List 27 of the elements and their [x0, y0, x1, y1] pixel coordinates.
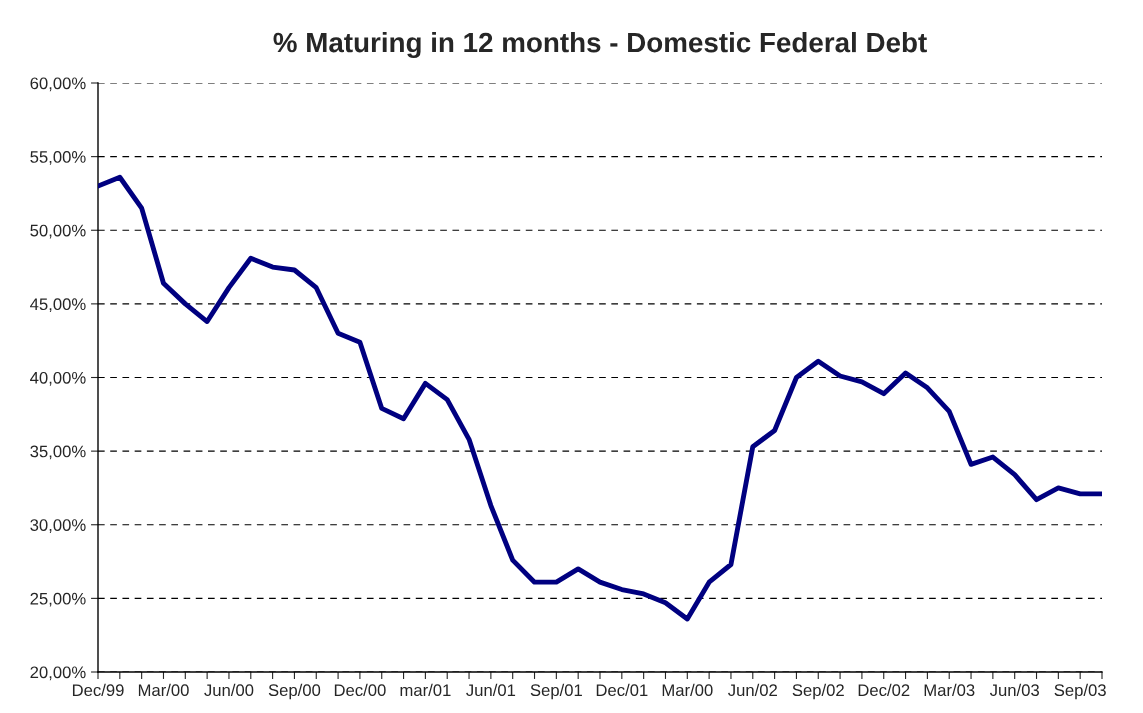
x-tick-label: Sep/02 [792, 683, 844, 700]
y-tick-label: 45,00% [30, 298, 86, 313]
y-tick-label: 25,00% [30, 592, 86, 607]
x-tick-label: Jun/00 [204, 683, 254, 697]
line-series [98, 174, 1102, 622]
x-tick-label: Sep/01 [530, 683, 582, 700]
x-tick-label: Mar/00 [662, 683, 713, 697]
x-tick-label: Dec/00 [334, 683, 386, 697]
x-tick-label: mar/01 [400, 683, 451, 697]
x-tick-label: Dec/99 [72, 683, 124, 697]
x-tick-label: Sep/03 [1054, 683, 1106, 700]
x-tick-label: Dec/01 [596, 683, 648, 697]
y-tick-label: 60,00% [30, 77, 86, 92]
chart-title: % Maturing in 12 months - Domestic Federal Debt [273, 31, 927, 59]
y-tick-label: 30,00% [30, 519, 86, 533]
x-tick-label: Jun/02 [728, 683, 777, 697]
y-tick-label: 20,00% [30, 666, 86, 681]
x-tick-label: Jun/01 [466, 683, 516, 697]
y-tick-label: 50,00% [30, 224, 86, 239]
y-tick-label: 40,00% [30, 371, 86, 386]
x-tick-label: Mar/03 [924, 683, 975, 697]
x-tick-label: Sep/00 [268, 683, 321, 700]
y-tick-label: 35,00% [30, 445, 86, 460]
x-tick-label: Jun/03 [989, 683, 1039, 697]
y-tick-label: 55,00% [30, 151, 86, 165]
x-tick-label: Mar/00 [138, 683, 189, 697]
x-tick-label: Dec/02 [858, 683, 910, 697]
